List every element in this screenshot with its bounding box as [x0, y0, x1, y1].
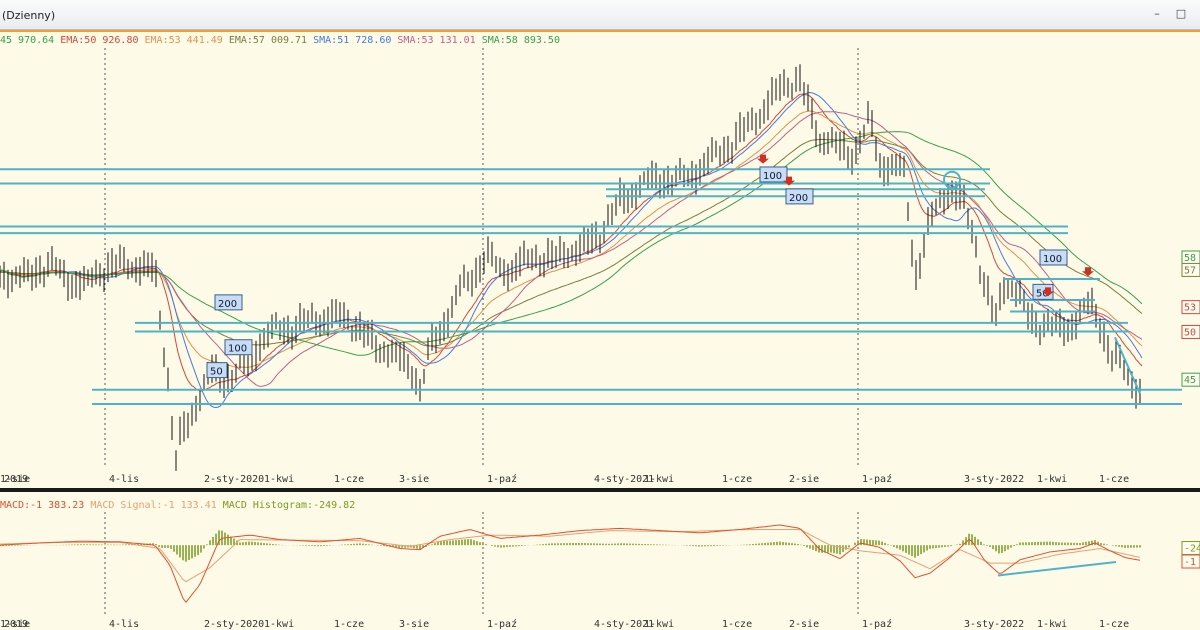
legend-item-ema-50: EMA:50 926.80 [60, 35, 145, 46]
x-tick-label: 1-kwi [264, 619, 294, 630]
legend-item-sma-51: SMA:51 728.60 [313, 35, 398, 46]
ma-period-label: 200 [789, 193, 808, 204]
ma-period-box [785, 188, 814, 205]
maximize-button[interactable]: □ [1175, 7, 1187, 20]
sma-51-line [0, 91, 1143, 409]
x-tick-label: 2-sty-2020 [204, 474, 264, 485]
x-tick-label: 1-cze [1099, 619, 1129, 630]
minimize-button[interactable]: – [1154, 7, 1160, 20]
right-axis-label: 57 [1184, 265, 1196, 276]
ma-period-label: 50 [1036, 288, 1049, 299]
right-axis-badge [1181, 300, 1200, 315]
x-tick-label: 4-sty-2021 [594, 474, 654, 485]
window-title: (Dzienny) [2, 9, 56, 22]
ma-period-box [759, 166, 788, 183]
sma-58-line [0, 131, 1143, 356]
x-tick-label: 2-sty-2020 [204, 619, 264, 630]
x-tick-label: 1-cze [334, 474, 364, 485]
x-tick-label: 4-sty-2021 [594, 619, 654, 630]
signal-arrow [783, 176, 795, 186]
legend-macd: MACD:-1 383.23 [0, 500, 91, 511]
window-titlebar: (Dzienny) – □ [0, 0, 1200, 30]
ma-period-box [224, 339, 253, 356]
right-axis-badge [1181, 324, 1200, 339]
ma-period-label: 50 [210, 367, 223, 378]
ma-period-box [214, 294, 243, 311]
x-tick-label: 2-sie [789, 619, 819, 630]
x-tick-label: 1-cze [722, 474, 752, 485]
ma-period-label: 200 [218, 299, 237, 310]
x-tick-label: 1-kwi [1037, 474, 1067, 485]
ma-period-label: 100 [1043, 254, 1062, 265]
legend-macd-histogram: MACD Histogram:-249.82 [222, 500, 356, 511]
price-legend: 45 970.64 EMA:50 926.80 EMA:53 441.49 EM… [0, 35, 560, 47]
ma-period-box [1039, 249, 1068, 266]
right-axis-badge [1181, 554, 1200, 569]
right-axis-badge [1181, 372, 1200, 387]
legend-item-sma-53: SMA:53 131.01 [397, 35, 482, 46]
signal-arrow [1042, 287, 1054, 297]
right-axis-label: 50 [1184, 327, 1196, 338]
x-tick-label: 1-paź [862, 618, 892, 630]
trend-line [1114, 336, 1141, 394]
x-tick-label: 1-paź [862, 473, 892, 485]
right-axis-label: 45 [1184, 375, 1196, 386]
panel-separator[interactable] [0, 488, 1200, 492]
legend-item-ema-53: EMA:53 441.49 [144, 35, 229, 46]
signal-arrow [757, 154, 769, 164]
x-tick-label: 1-sie [0, 619, 30, 630]
macd-signal-line [0, 529, 1141, 583]
sma-53-line [0, 111, 1143, 387]
x-tick-label: 3-sty-2022 [964, 474, 1024, 485]
right-axis-badge [1181, 262, 1200, 277]
right-axis-label: 53 [1184, 303, 1196, 314]
x-tick-label: 1-paź [487, 473, 517, 485]
legend-item-last: 45 970.64 [0, 35, 61, 46]
x-tick-label: 1-paź [487, 618, 517, 630]
x-tick-label: 1-cze [722, 619, 752, 630]
divergence-line [997, 561, 1117, 577]
ma-period-label: 100 [763, 171, 782, 182]
legend-macd-signal: MACD Signal:-1 133.41 [90, 500, 223, 511]
x-tick-label: 1-cze [1099, 474, 1129, 485]
x-tick-label: 3-sty-2022 [964, 619, 1024, 630]
legend-item-sma-58: SMA:58 893.50 [481, 35, 560, 46]
panel-top-border [0, 30, 1200, 32]
signal-arrow [1082, 267, 1094, 277]
ma-period-label: 100 [228, 344, 247, 355]
x-tick-label: 1-sie [0, 474, 30, 485]
right-axis-label: -24 [1184, 544, 1200, 555]
x-tick-label: 1-kwi [644, 474, 674, 485]
x-tick-label: 4-lis [109, 619, 139, 630]
x-tick-label: 1-kwi [644, 619, 674, 630]
x-tick-label: 3-sie [399, 619, 429, 630]
highlight-circle [943, 170, 961, 189]
x-tick-label: 1-kwi [264, 474, 294, 485]
macd-legend: MACD:-1 383.23 MACD Signal:-1 133.41 MAC… [0, 500, 355, 512]
ema-53-line [0, 110, 1143, 368]
macd-line [0, 524, 1141, 604]
ma-period-box [206, 362, 228, 379]
right-axis-label: 58 [1184, 253, 1196, 264]
x-tick-label: 1-kwi [1037, 619, 1067, 630]
x-tick-label: 2019 [4, 619, 28, 630]
legend-item-ema-57: EMA:57 009.71 [228, 35, 314, 46]
x-tick-label: 2-sie [789, 474, 819, 485]
x-tick-label: 3-sie [399, 474, 429, 485]
x-tick-label: 4-lis [109, 474, 139, 485]
x-tick-label: 1-cze [334, 619, 364, 630]
x-tick-label: 2019 [4, 474, 28, 485]
right-axis-label: -1 [1184, 557, 1196, 568]
ema-50-line [0, 93, 1143, 392]
